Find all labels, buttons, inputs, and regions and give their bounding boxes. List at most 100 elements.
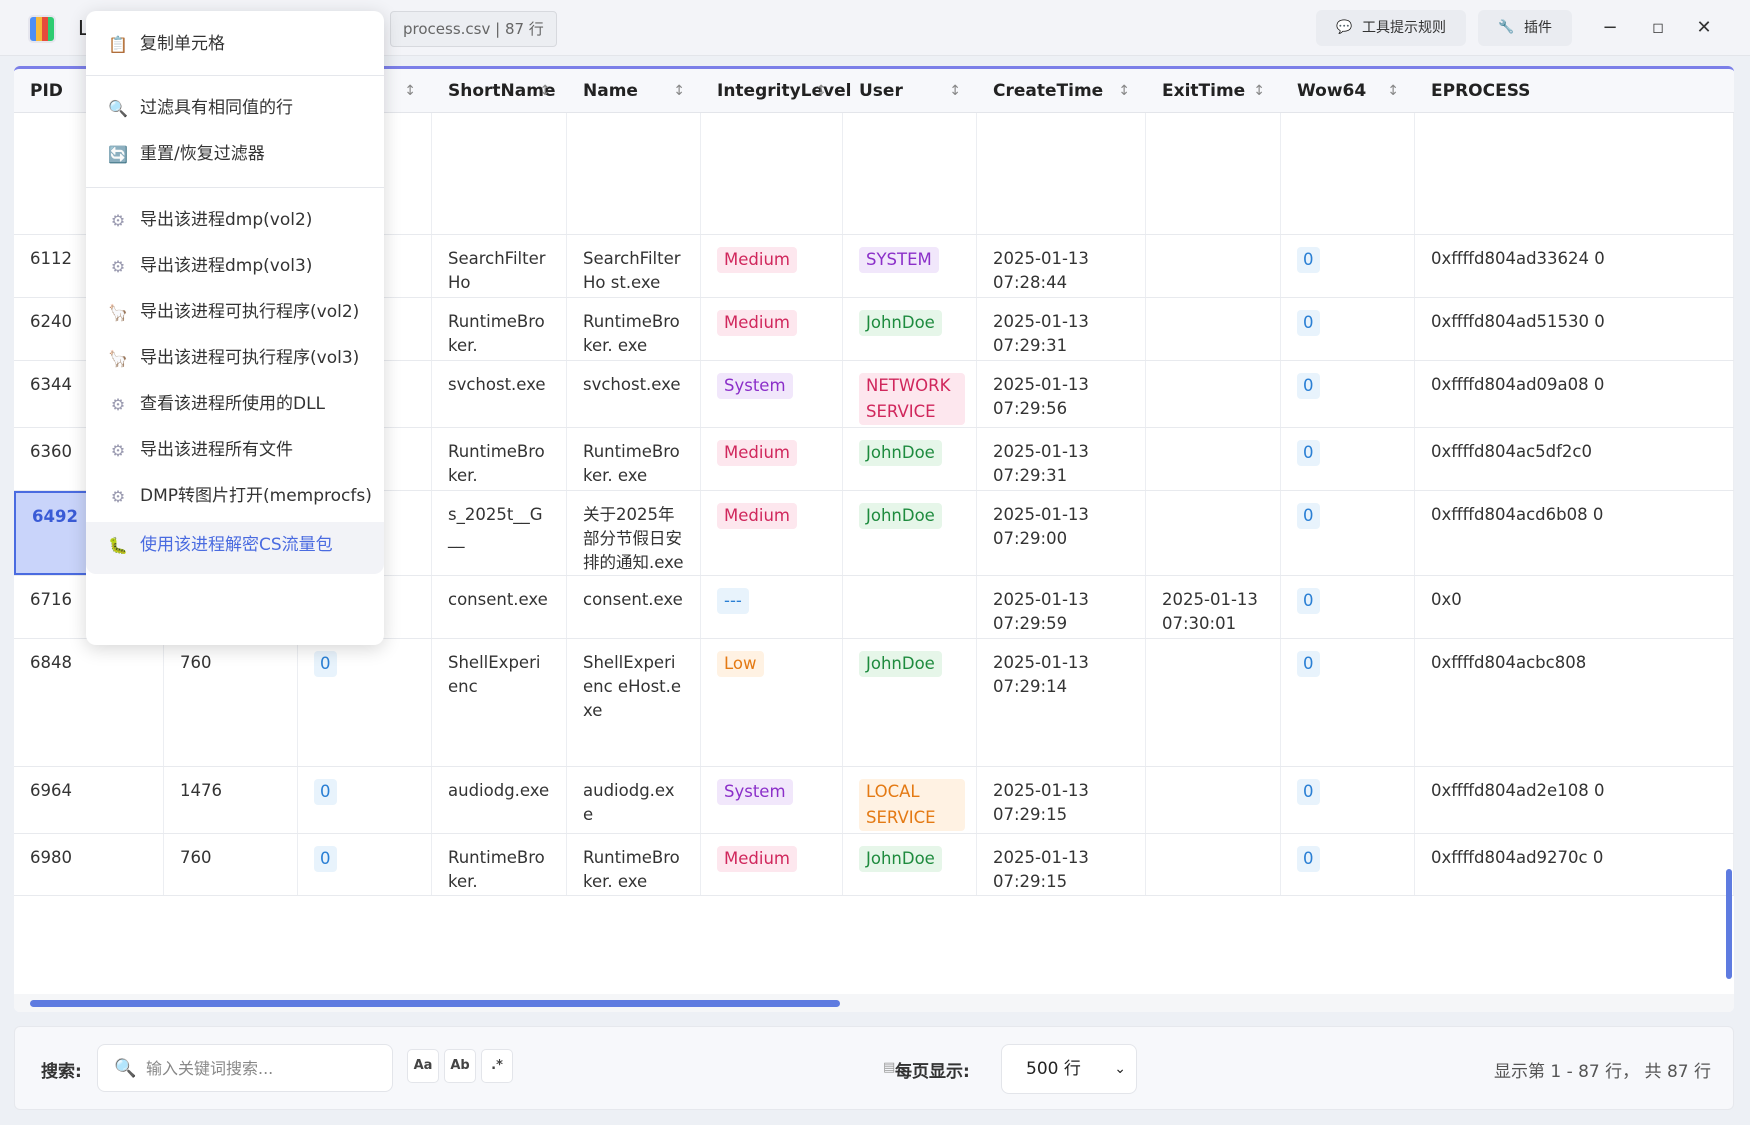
- cell-name[interactable]: RuntimeBroker. exe: [567, 834, 701, 895]
- cell-threads[interactable]: [298, 491, 432, 575]
- cell-short-name[interactable]: s_2025t__G__: [432, 491, 567, 575]
- cell-wow64[interactable]: 0: [1281, 361, 1415, 427]
- cell-short-name[interactable]: ShellExperienc: [432, 639, 567, 766]
- cell-exit-time[interactable]: [1146, 767, 1281, 833]
- cell-name[interactable]: audiodg.exe: [567, 767, 701, 833]
- cell-threads[interactable]: [298, 298, 432, 360]
- cell-create-time[interactable]: 2025-01-13 07:29:15: [977, 767, 1146, 833]
- cell-create-time[interactable]: 2025-01-13 07:29:31: [977, 428, 1146, 490]
- cell-wow64[interactable]: 0: [1281, 767, 1415, 833]
- table-cell[interactable]: [432, 113, 567, 234]
- horizontal-scrollbar[interactable]: [14, 994, 1734, 1012]
- column-header-pid[interactable]: PID: [14, 69, 164, 113]
- cell-exit-time[interactable]: [1146, 298, 1281, 360]
- cell-user[interactable]: JohnDoe: [843, 491, 977, 575]
- cell-threads[interactable]: [298, 361, 432, 427]
- menu-item[interactable]: ⚙ 导出该进程dmp(vol2): [86, 197, 384, 243]
- cell-exit-time[interactable]: [1146, 428, 1281, 490]
- cell-short-name[interactable]: consent.exe: [432, 576, 567, 638]
- cell-name[interactable]: svchost.exe: [567, 361, 701, 427]
- cell-user[interactable]: JohnDoe: [843, 428, 977, 490]
- cell-threads[interactable]: [298, 235, 432, 297]
- cell-integrity-level[interactable]: Low: [701, 639, 843, 766]
- table-cell[interactable]: [567, 113, 701, 234]
- search-input[interactable]: [146, 1055, 376, 1081]
- cell-threads[interactable]: 0: [298, 767, 432, 833]
- menu-item[interactable]: 🔄 重置/恢复过滤器: [86, 131, 384, 177]
- cell-ppid[interactable]: 760: [164, 834, 298, 895]
- cell-wow64[interactable]: 0: [1281, 576, 1415, 638]
- tooltip-rules-button[interactable]: 💬 工具提示规则: [1316, 10, 1466, 46]
- cell-wow64[interactable]: 0: [1281, 298, 1415, 360]
- cell-threads[interactable]: 0: [298, 834, 432, 895]
- match-word-toggle[interactable]: Ab: [444, 1049, 476, 1083]
- cell-create-time[interactable]: 2025-01-13 07:29:14: [977, 639, 1146, 766]
- cell-pid[interactable]: 6964: [14, 767, 164, 833]
- cell-exit-time[interactable]: [1146, 235, 1281, 297]
- cell-integrity-level[interactable]: Medium: [701, 298, 843, 360]
- menu-item[interactable]: 📋 复制单元格: [86, 21, 384, 67]
- cell-exit-time[interactable]: 2025-01-13 07:30:01: [1146, 576, 1281, 638]
- sort-icon[interactable]: ↕: [1387, 83, 1399, 99]
- column-header-exit-time[interactable]: ExitTime ↕: [1146, 69, 1281, 113]
- per-page-select[interactable]: 500 行 ⌄: [1001, 1044, 1137, 1094]
- cell-integrity-level[interactable]: System: [701, 767, 843, 833]
- cell-short-name[interactable]: RuntimeBroker.: [432, 298, 567, 360]
- horizontal-scrollbar-thumb[interactable]: [30, 1000, 840, 1007]
- cell-wow64[interactable]: 0: [1281, 428, 1415, 490]
- sort-icon[interactable]: ↕: [1118, 83, 1130, 99]
- cell-threads[interactable]: 0: [298, 639, 432, 766]
- cell-create-time[interactable]: 2025-01-13 07:29:00: [977, 491, 1146, 575]
- cell-user[interactable]: JohnDoe: [843, 298, 977, 360]
- menu-item[interactable]: 🔍 过滤具有相同值的行: [86, 85, 384, 131]
- cell-eprocess[interactable]: 0xffffd804ac5df2c0: [1415, 428, 1734, 490]
- table-cell[interactable]: [701, 113, 843, 234]
- menu-item[interactable]: ⚙ DMP转图片打开(memprocfs): [86, 473, 384, 519]
- cell-name[interactable]: RuntimeBroker. exe: [567, 428, 701, 490]
- table-row[interactable]: 6848 760 0 ShellExperienc ShellExperienc eHo…: [14, 639, 1734, 767]
- cell-create-time[interactable]: 2025-01-13 07:28:44: [977, 235, 1146, 297]
- cell-user[interactable]: [843, 576, 977, 638]
- table-cell[interactable]: [298, 113, 432, 234]
- cell-user[interactable]: JohnDoe: [843, 834, 977, 895]
- close-button[interactable]: ✕: [1696, 17, 1712, 38]
- menu-item[interactable]: ⚙ 导出该进程dmp(vol3): [86, 243, 384, 289]
- menu-item[interactable]: ⚙ 查看该进程所使用的DLL: [86, 381, 384, 427]
- table-row[interactable]: 6980 760 0 RuntimeBroker. RuntimeBroker. exe…: [14, 834, 1734, 896]
- cell-create-time[interactable]: 2025-01-13 07:29:31: [977, 298, 1146, 360]
- column-header-create-time[interactable]: CreateTime ↕: [977, 69, 1146, 113]
- cell-exit-time[interactable]: [1146, 834, 1281, 895]
- cell-short-name[interactable]: SearchFilterHo: [432, 235, 567, 297]
- menu-item[interactable]: 🐛 使用该进程解密CS流量包: [86, 522, 384, 574]
- cell-short-name[interactable]: RuntimeBroker.: [432, 428, 567, 490]
- file-tab[interactable]: process.csv | 87 行: [390, 11, 557, 47]
- table-cell[interactable]: [977, 113, 1146, 234]
- cell-ppid[interactable]: 760: [164, 639, 298, 766]
- cell-integrity-level[interactable]: ---: [701, 576, 843, 638]
- column-header-short-name[interactable]: ShortName ↕: [432, 69, 567, 113]
- menu-item[interactable]: 🦙 导出该进程可执行程序(vol2): [86, 289, 384, 335]
- cell-short-name[interactable]: RuntimeBroker.: [432, 834, 567, 895]
- menu-item[interactable]: 🦙 导出该进程可执行程序(vol3): [86, 335, 384, 381]
- cell-name[interactable]: consent.exe: [567, 576, 701, 638]
- column-header-wow64[interactable]: Wow64 ↕: [1281, 69, 1415, 113]
- cell-pid[interactable]: 6980: [14, 834, 164, 895]
- cell-user[interactable]: LOCAL SERVICE: [843, 767, 977, 833]
- table-cell[interactable]: [1281, 113, 1415, 234]
- cell-eprocess[interactable]: 0x0: [1415, 576, 1734, 638]
- table-cell[interactable]: [1146, 113, 1281, 234]
- cell-integrity-level[interactable]: Medium: [701, 491, 843, 575]
- sort-icon[interactable]: ↕: [949, 83, 961, 99]
- cell-name[interactable]: RuntimeBroker. exe: [567, 298, 701, 360]
- cell-wow64[interactable]: 0: [1281, 235, 1415, 297]
- cell-name[interactable]: SearchFilterHo st.exe: [567, 235, 701, 297]
- cell-eprocess[interactable]: 0xffffd804ad2e108 0: [1415, 767, 1734, 833]
- column-header-integrity-level[interactable]: IntegrityLevel ↕: [701, 69, 851, 113]
- cell-eprocess[interactable]: 0xffffd804ad33624 0: [1415, 235, 1734, 297]
- search-box[interactable]: 🔍: [97, 1044, 393, 1092]
- maximize-button[interactable]: ◻: [1652, 20, 1664, 36]
- table-row[interactable]: 6964 1476 0 audiodg.exe audiodg.exe System LOC…: [14, 767, 1734, 834]
- cell-pid[interactable]: 6848: [14, 639, 164, 766]
- cell-threads[interactable]: [298, 428, 432, 490]
- minimize-button[interactable]: −: [1602, 17, 1618, 38]
